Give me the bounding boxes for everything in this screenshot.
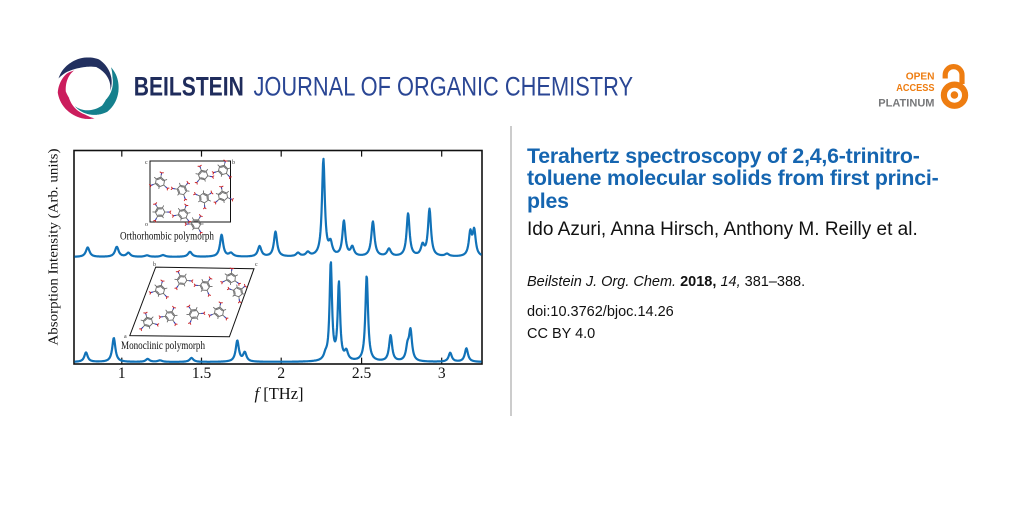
svg-text:2.5: 2.5 xyxy=(352,365,372,382)
svg-text:1.5: 1.5 xyxy=(192,365,212,382)
svg-text:BEILSTEIN: BEILSTEIN xyxy=(134,72,244,102)
svg-text:Orthorhombic polymorph: Orthorhombic polymorph xyxy=(120,229,214,243)
svg-text:c: c xyxy=(255,262,258,268)
svg-text:b: b xyxy=(153,262,156,268)
svg-text:1: 1 xyxy=(118,365,126,382)
svg-text:3: 3 xyxy=(438,365,446,382)
svg-text:Monoclinic polymorph: Monoclinic polymorph xyxy=(121,338,205,352)
svg-text:b: b xyxy=(232,160,235,166)
svg-text:2: 2 xyxy=(277,365,285,382)
svg-text:PLATINUM: PLATINUM xyxy=(878,97,934,109)
svg-text:o: o xyxy=(145,222,148,228)
svg-text:ACCESS: ACCESS xyxy=(896,83,934,94)
svg-text:f [THz]: f [THz] xyxy=(254,384,303,403)
svg-text:c: c xyxy=(145,160,148,166)
svg-text:OPEN: OPEN xyxy=(906,71,935,82)
svg-text:JOURNAL OF ORGANIC CHEMISTRY: JOURNAL OF ORGANIC CHEMISTRY xyxy=(254,72,634,102)
svg-text:Absorption Intensity (Arb. uni: Absorption Intensity (Arb. units) xyxy=(46,149,61,346)
svg-text:a: a xyxy=(124,334,127,340)
